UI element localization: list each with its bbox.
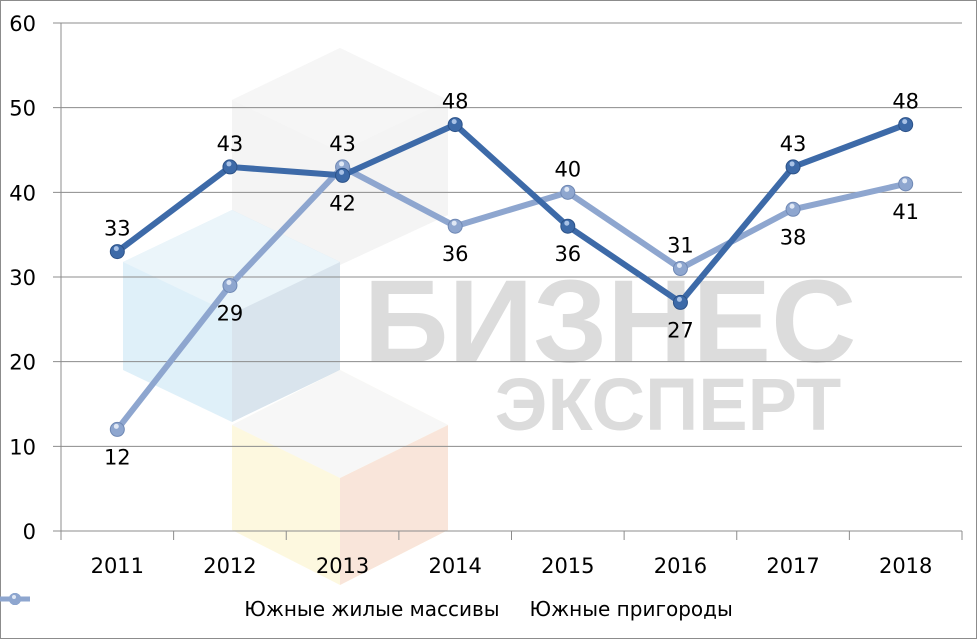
marker-highlight: [339, 161, 345, 167]
marker-highlight: [564, 186, 570, 192]
legend-label: Южные жилые массивы: [244, 597, 500, 621]
legend-label: Южные пригороды: [529, 597, 733, 621]
marker-highlight: [113, 423, 119, 429]
data-label: 48: [892, 90, 919, 114]
data-point-marker[interactable]: [447, 218, 463, 234]
data-point-marker[interactable]: [447, 117, 463, 133]
data-label: 38: [780, 225, 807, 249]
data-point-marker[interactable]: [898, 176, 914, 192]
data-label: 36: [442, 242, 469, 266]
x-tick-label: 2011: [91, 554, 144, 578]
marker-highlight: [902, 178, 908, 184]
data-point-marker[interactable]: [898, 117, 914, 133]
data-label: 29: [217, 301, 244, 325]
data-point-marker[interactable]: [109, 244, 125, 260]
data-label: 43: [780, 132, 807, 156]
y-tick-label: 40: [9, 181, 36, 205]
data-point-marker[interactable]: [672, 261, 688, 277]
series-line: [115, 121, 907, 306]
data-point-marker[interactable]: [335, 167, 351, 183]
data-point-marker[interactable]: [560, 218, 576, 234]
x-tick-label: 2014: [428, 554, 481, 578]
x-tick-label: 2012: [203, 554, 256, 578]
data-point-marker[interactable]: [222, 277, 238, 293]
axes: 0 10 20 30 40 50 60 2011 2012 2013 2014 2015 2016 201…: [9, 12, 963, 578]
marker-highlight: [789, 203, 795, 209]
data-label: 42: [329, 191, 356, 215]
watermark-line2: ЭКСПЕРТ: [495, 363, 841, 446]
x-tick-label: 2013: [316, 554, 369, 578]
data-point-marker[interactable]: [785, 201, 801, 217]
marker-highlight: [902, 119, 908, 125]
data-label: 48: [442, 90, 469, 114]
series-lines: [109, 117, 914, 437]
marker-highlight: [676, 263, 682, 269]
data-labels: 12 29 43 36 40 31 38 41 33 43 42 48 36 27 43 48: [104, 90, 919, 470]
data-label: 27: [667, 318, 694, 342]
data-label: 36: [554, 242, 581, 266]
legend-marker-icon: [0, 593, 30, 605]
y-tick-label: 10: [9, 435, 36, 459]
watermark-text: БИЗНЕС ЭКСПЕРТ: [364, 256, 857, 446]
x-tick-label: 2017: [766, 554, 819, 578]
marker-highlight: [226, 161, 232, 167]
series-line: [114, 163, 907, 432]
legend-item-suburbs[interactable]: Южные пригороды: [0, 593, 733, 621]
legend: Южные жилые массивы Южные пригороды: [0, 592, 977, 626]
marker-highlight: [789, 161, 795, 167]
data-label: 40: [554, 157, 581, 181]
x-tick-label: 2016: [654, 554, 707, 578]
gridlines: [53, 22, 962, 532]
x-tick-label: 2018: [879, 554, 932, 578]
marker-highlight: [564, 220, 570, 226]
data-point-marker[interactable]: [109, 421, 125, 437]
watermark-line1: БИЗНЕС: [364, 256, 857, 388]
data-label: 43: [217, 132, 244, 156]
data-label: 12: [104, 445, 131, 469]
data-label: 43: [329, 132, 356, 156]
data-label: 31: [667, 234, 694, 258]
y-tick-label: 20: [9, 351, 36, 375]
data-label: 41: [892, 200, 919, 224]
data-label: 33: [104, 217, 131, 241]
y-tick-label: 60: [9, 12, 36, 36]
marker-highlight: [226, 279, 232, 285]
x-tick-label: 2015: [541, 554, 594, 578]
y-tick-label: 30: [9, 266, 36, 290]
marker-highlight: [113, 246, 119, 252]
y-tick-label: 0: [23, 520, 36, 544]
data-point-marker[interactable]: [672, 294, 688, 310]
data-point-marker[interactable]: [222, 159, 238, 175]
y-tick-label: 50: [9, 97, 36, 121]
marker-highlight: [451, 220, 457, 226]
marker-highlight: [451, 119, 457, 125]
legend-item-residential[interactable]: Южные жилые массивы: [0, 593, 500, 621]
marker-highlight: [676, 296, 682, 302]
data-point-marker[interactable]: [560, 184, 576, 200]
data-point-marker[interactable]: [785, 159, 801, 175]
marker-highlight: [339, 169, 345, 175]
